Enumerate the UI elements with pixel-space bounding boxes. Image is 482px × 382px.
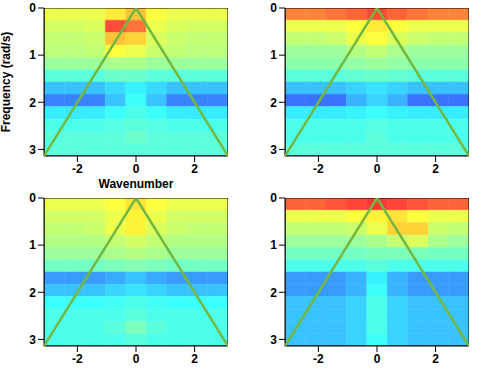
svg-text:2: 2: [432, 352, 439, 366]
svg-text:-2: -2: [313, 352, 324, 366]
svg-text:1: 1: [270, 238, 277, 252]
svg-text:0: 0: [29, 1, 36, 15]
svg-text:2: 2: [270, 286, 277, 300]
svg-text:-2: -2: [313, 162, 324, 176]
svg-text:0: 0: [270, 191, 277, 205]
svg-text:0: 0: [133, 352, 140, 366]
svg-text:0: 0: [374, 352, 381, 366]
svg-text:2: 2: [29, 286, 36, 300]
svg-text:2: 2: [432, 162, 439, 176]
svg-text:2: 2: [191, 352, 198, 366]
svg-text:-2: -2: [72, 162, 83, 176]
svg-text:0: 0: [29, 191, 36, 205]
svg-text:0: 0: [374, 162, 381, 176]
svg-text:3: 3: [29, 143, 36, 157]
svg-text:1: 1: [270, 48, 277, 62]
svg-text:Wavenumber: Wavenumber: [99, 177, 174, 190]
svg-text:-2: -2: [72, 352, 83, 366]
svg-text:1: 1: [29, 48, 36, 62]
svg-text:0: 0: [270, 1, 277, 15]
svg-text:2: 2: [29, 96, 36, 110]
svg-text:2: 2: [191, 162, 198, 176]
svg-text:3: 3: [270, 143, 277, 157]
svg-text:3: 3: [29, 333, 36, 347]
svg-text:2: 2: [270, 96, 277, 110]
svg-text:0: 0: [133, 162, 140, 176]
svg-text:1: 1: [29, 238, 36, 252]
svg-text:3: 3: [270, 333, 277, 347]
svg-text:Frequency (rad/s): Frequency (rad/s): [0, 32, 13, 133]
